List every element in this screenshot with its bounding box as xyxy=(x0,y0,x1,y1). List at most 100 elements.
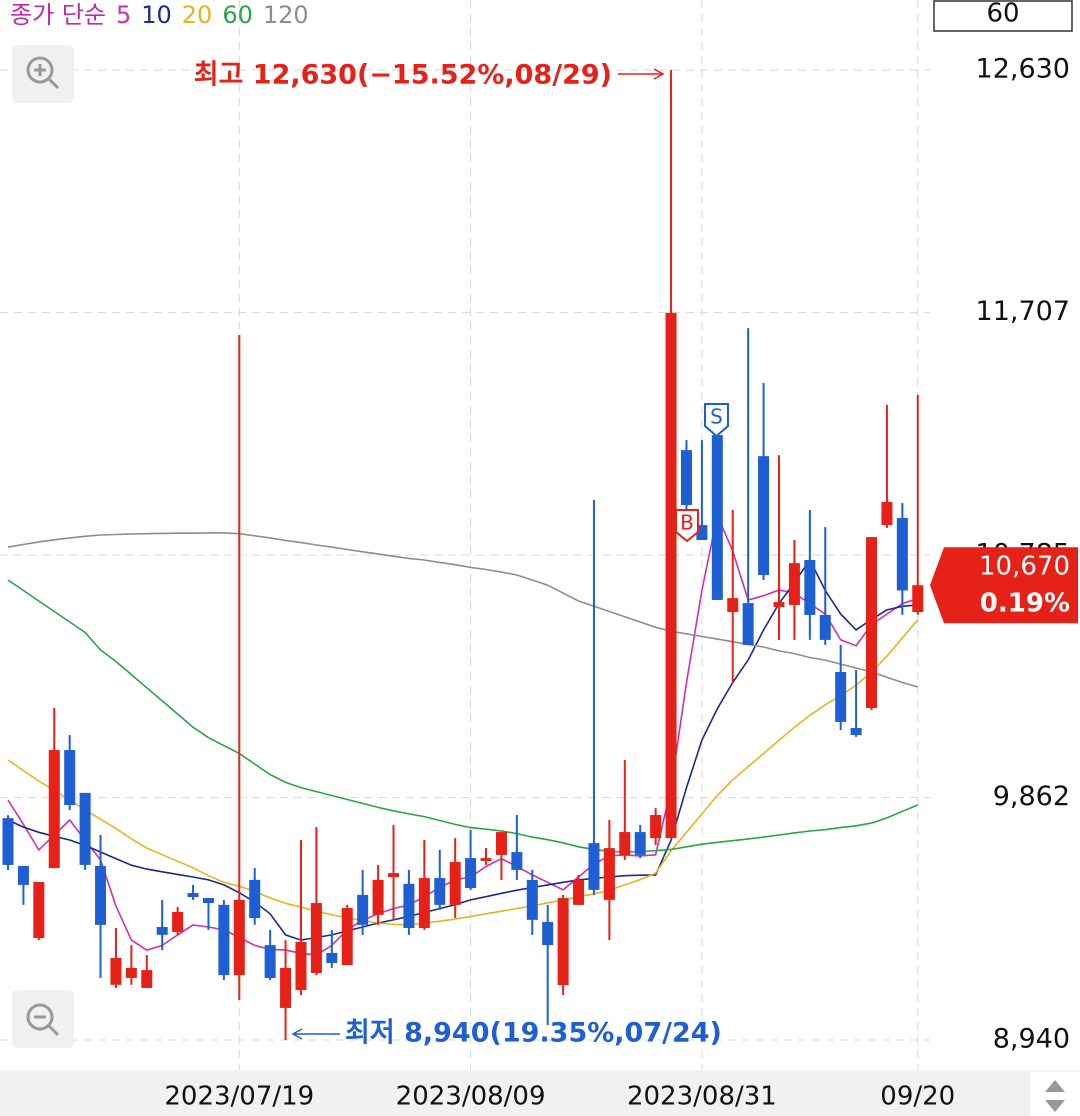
ma-line xyxy=(7,532,919,688)
y-tick-label: 12,630 xyxy=(976,54,1070,85)
candle-body xyxy=(17,865,29,885)
buy-signal-label: B xyxy=(680,511,694,535)
candle-body xyxy=(95,865,107,925)
x-tick-label: 2023/08/09 xyxy=(396,1082,546,1112)
zoom-in-bg[interactable] xyxy=(12,45,74,103)
ma-line xyxy=(7,619,919,926)
candle-body xyxy=(218,904,230,976)
legend-entry: 120 xyxy=(263,1,309,29)
candle-body xyxy=(542,921,554,946)
high-arrow xyxy=(618,68,665,80)
candle-body xyxy=(788,563,800,605)
price-box: 10,670 0.19% xyxy=(930,547,1078,624)
legend-entry: 10 xyxy=(141,1,172,29)
candle-body xyxy=(665,312,677,839)
last-change-label: 0.19% xyxy=(980,589,1070,619)
candle-body xyxy=(804,559,816,615)
legend-entry: 20 xyxy=(182,1,213,29)
zoom-icon xyxy=(34,64,60,90)
candle-body xyxy=(403,883,415,929)
candle-body xyxy=(202,898,214,904)
candle-body xyxy=(495,832,507,855)
candle-body xyxy=(125,967,137,978)
candle-body xyxy=(773,602,785,608)
candle-body xyxy=(434,878,446,905)
candle-body xyxy=(156,926,168,935)
low-arrow xyxy=(291,1028,340,1040)
candle-body xyxy=(449,862,461,905)
high-annotation: 최고 12,630(−15.52%,08/29) xyxy=(194,60,612,91)
candle-body xyxy=(881,501,893,526)
candle-body xyxy=(418,878,430,929)
candle-body xyxy=(742,603,754,645)
candle-body xyxy=(758,456,770,575)
candle-body xyxy=(388,873,399,878)
candle-body xyxy=(295,941,307,991)
buy-signal xyxy=(675,509,699,543)
candle-body xyxy=(465,858,477,889)
candle-body xyxy=(511,852,523,870)
candles xyxy=(2,70,924,1040)
candle-body xyxy=(187,893,199,897)
candle-body xyxy=(711,435,723,600)
last-price-label: 10,670 xyxy=(979,552,1070,582)
legend: 종가 단순 5 10 20 60 120 xyxy=(10,1,309,29)
candle-body xyxy=(573,879,585,905)
candle-body xyxy=(310,903,322,973)
x-axis-band xyxy=(0,1070,1080,1116)
candle-body xyxy=(650,814,662,839)
zoom-icon xyxy=(34,1015,60,1037)
sell-signal xyxy=(704,403,729,438)
candle-body xyxy=(33,882,45,939)
candle-body xyxy=(557,898,569,986)
candle-body xyxy=(603,848,615,900)
zoom-icon xyxy=(26,56,54,84)
candle-body xyxy=(850,727,862,736)
candle-body xyxy=(249,879,261,919)
scroll-arrows xyxy=(1045,1080,1065,1112)
candle-body xyxy=(819,614,831,640)
last-price-box xyxy=(930,547,1078,624)
x-tick-label: 2023/07/19 xyxy=(164,1082,314,1112)
count-label: 60 xyxy=(986,0,1019,29)
candle-body xyxy=(48,750,60,869)
candle-body xyxy=(866,537,878,708)
candle-body xyxy=(264,945,276,978)
candle-body xyxy=(727,598,739,613)
zoom-out[interactable] xyxy=(12,990,74,1048)
low-annotation: 최저 8,940(19.35%,07/24) xyxy=(345,1018,722,1049)
zoom-icon xyxy=(26,1003,54,1031)
candle-body xyxy=(696,525,708,541)
candle-body xyxy=(141,970,153,988)
candle-body xyxy=(896,517,908,591)
candle-body xyxy=(357,894,369,925)
candle-body xyxy=(526,879,538,920)
legend-entry: 60 xyxy=(222,1,253,29)
candle-body xyxy=(835,671,847,722)
candle-body xyxy=(64,750,76,805)
candle-body xyxy=(372,879,384,915)
zoom-in[interactable] xyxy=(12,45,74,103)
candle-body xyxy=(110,957,122,985)
y-tick-label: 11,707 xyxy=(976,296,1070,327)
candle-body xyxy=(634,832,646,855)
candle-body xyxy=(2,818,14,865)
legend-entry: 5 xyxy=(116,1,131,29)
count-box[interactable] xyxy=(933,0,1073,32)
sell-signal-label: S xyxy=(710,405,723,429)
ma-line xyxy=(7,558,918,941)
candle-body xyxy=(588,843,600,890)
candle-body xyxy=(619,832,631,855)
candle-body xyxy=(480,858,492,861)
ma-lines xyxy=(7,512,919,956)
legend-label: 종가 단순 xyxy=(10,1,106,29)
candle-body xyxy=(326,952,338,963)
candle-body xyxy=(233,899,245,976)
zoom-out-bg[interactable] xyxy=(12,990,74,1048)
candle-body xyxy=(172,911,184,932)
candle-body xyxy=(912,585,924,613)
candle-body xyxy=(79,792,91,865)
y-tick-label: 9,862 xyxy=(993,781,1070,812)
